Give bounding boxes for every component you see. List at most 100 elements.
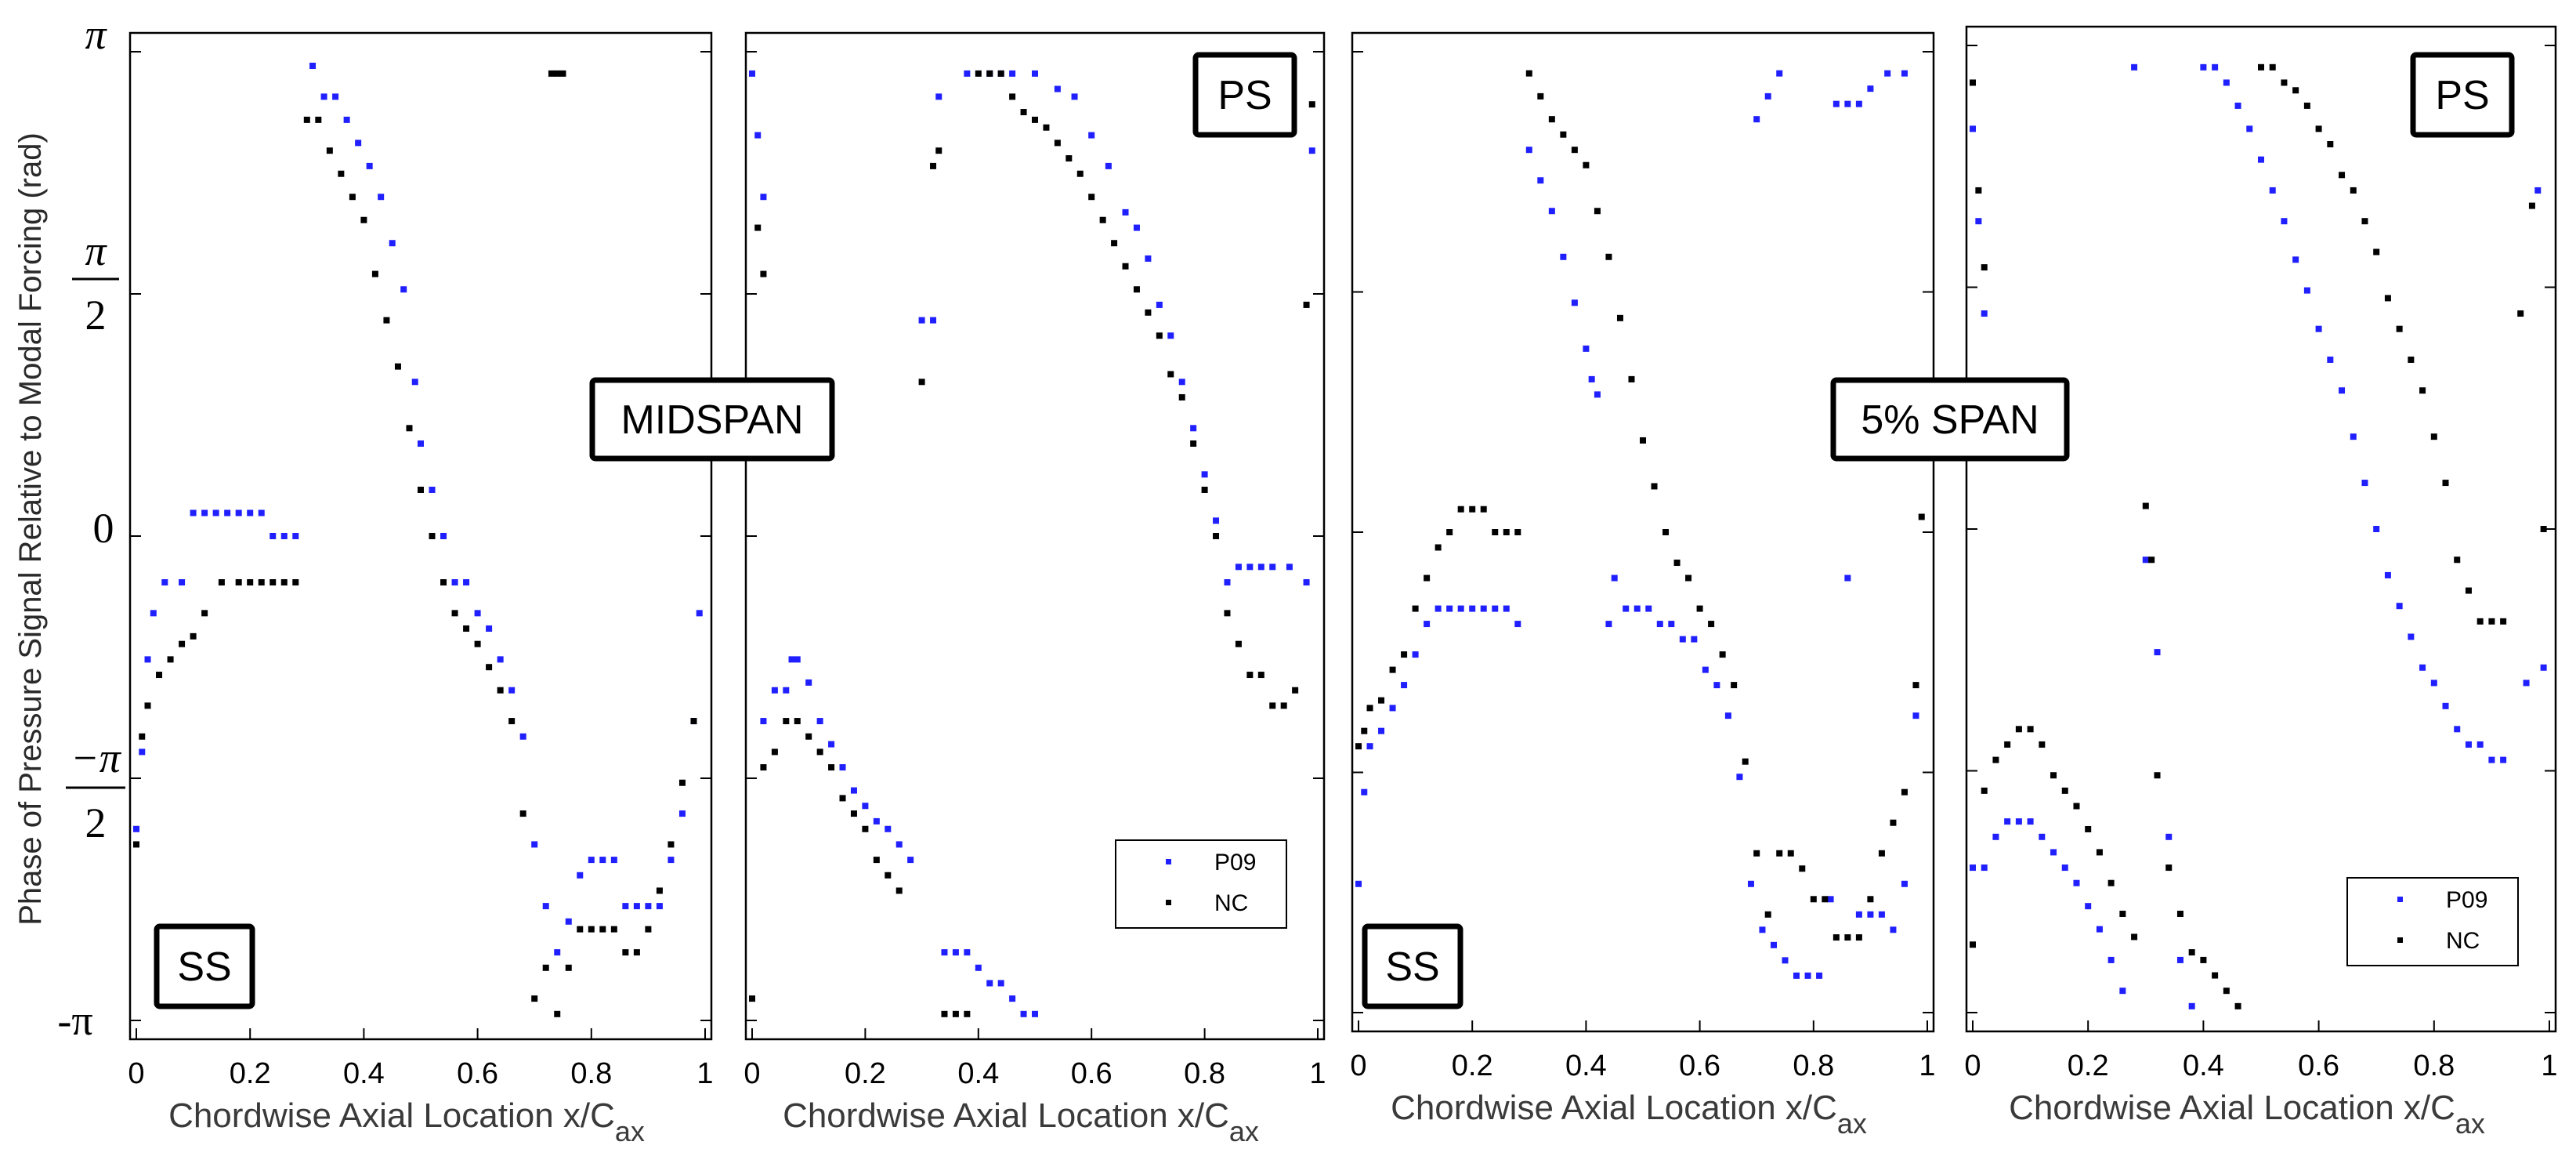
data-point-nc: [622, 949, 629, 956]
data-point-nc: [760, 764, 767, 771]
data-point-p09: [2154, 649, 2161, 656]
data-point-nc: [497, 687, 504, 694]
data-point-p09: [1424, 621, 1431, 628]
data-point-p09: [1257, 564, 1264, 571]
data-point-nc: [1178, 393, 1185, 400]
data-point-p09: [1009, 995, 1016, 1002]
data-point-p09: [1702, 666, 1709, 673]
data-point-nc: [1799, 865, 1806, 872]
data-point-p09: [2327, 356, 2334, 363]
data-point-p09: [2096, 926, 2103, 933]
data-point-p09: [1269, 564, 1276, 571]
data-point-nc: [2281, 79, 2288, 86]
data-point-nc: [1548, 116, 1555, 123]
data-point-p09: [2142, 556, 2149, 564]
data-point-p09: [565, 918, 572, 925]
data-point-nc: [1213, 533, 1220, 539]
data-point-p09: [2540, 664, 2547, 671]
data-point-p09: [816, 718, 823, 725]
data-point-p09: [497, 656, 504, 663]
data-point-p09: [2465, 741, 2472, 748]
y-tick-neg-pi: -π: [57, 997, 92, 1044]
data-point-p09: [2303, 287, 2310, 294]
data-point-p09: [1401, 682, 1408, 689]
data-point-p09: [133, 825, 139, 832]
data-point-p09: [2350, 433, 2357, 440]
data-point-nc: [588, 926, 595, 933]
data-point-nc: [2517, 310, 2524, 317]
data-point-p09: [1855, 911, 1862, 918]
legend-marker-p09: [1166, 859, 1171, 864]
data-point-nc: [1981, 264, 1988, 271]
data-point-p09: [2269, 187, 2276, 194]
data-point-p09: [190, 509, 197, 516]
data-point-p09: [1623, 605, 1630, 612]
data-point-p09: [486, 625, 493, 632]
data-point-nc: [2350, 187, 2357, 194]
data-point-p09: [531, 841, 538, 848]
y-tick-neg-pi-half-num: −π: [71, 734, 121, 781]
data-point-p09: [1816, 972, 1823, 979]
data-point-p09: [1867, 85, 1874, 92]
plot-frame-3: [1351, 31, 1935, 1033]
data-point-nc: [2528, 202, 2535, 209]
data-point-p09: [451, 579, 458, 586]
data-point-nc: [1043, 124, 1050, 131]
data-point-p09: [2419, 664, 2426, 671]
x-tick-label: 0.2: [845, 1057, 886, 1090]
data-point-nc: [1122, 263, 1129, 270]
data-point-p09: [2131, 63, 2138, 71]
data-point-p09: [1970, 864, 1976, 872]
x-axis-label-2: Chordwise Axial Location x/Cax: [783, 1096, 1259, 1147]
legend-marker-nc: [1166, 900, 1171, 905]
data-point-nc: [451, 610, 458, 617]
data-point-nc: [2465, 587, 2472, 594]
data-point-p09: [1492, 605, 1499, 612]
data-point-p09: [805, 679, 812, 686]
x-tick-label: 0.8: [570, 1057, 612, 1090]
data-point-p09: [258, 509, 265, 516]
data-point-p09: [2246, 125, 2253, 132]
x-axis-label-3: Chordwise Axial Location x/Cax: [1391, 1089, 1867, 1140]
data-point-nc: [2361, 218, 2368, 225]
data-point-p09: [463, 579, 470, 586]
data-point-nc: [610, 926, 617, 933]
data-point-nc: [2096, 849, 2103, 856]
data-point-nc: [1901, 788, 1908, 796]
data-point-nc: [1280, 702, 1287, 709]
data-point-nc: [1446, 529, 1453, 535]
legend-nc-label: NC: [2446, 928, 2480, 954]
data-point-p09: [1912, 712, 1919, 719]
data-point-p09: [1213, 517, 1220, 524]
data-point-nc: [2384, 295, 2391, 302]
data-point-p09: [1560, 253, 1567, 260]
data-point-p09: [1827, 896, 1834, 903]
data-point-nc: [1378, 697, 1385, 704]
data-point-nc: [2004, 741, 2011, 748]
data-point-nc: [406, 425, 413, 432]
data-point-p09: [2292, 256, 2299, 263]
data-point-p09: [1054, 85, 1061, 92]
data-point-p09: [161, 579, 168, 586]
data-point-nc: [1361, 727, 1368, 734]
data-point-nc: [2119, 910, 2126, 917]
data-point-nc: [2430, 433, 2437, 440]
data-point-nc: [2269, 63, 2276, 71]
x-tick-label: 0.4: [343, 1057, 385, 1090]
data-point-p09: [760, 718, 767, 725]
data-point-nc: [986, 70, 993, 77]
data-point-p09: [411, 379, 418, 386]
data-point-nc: [1696, 605, 1703, 612]
data-point-p09: [1446, 605, 1453, 612]
data-point-nc: [1776, 850, 1783, 857]
data-point-p09: [1981, 310, 1988, 317]
data-point-p09: [828, 741, 835, 748]
data-point-nc: [360, 216, 367, 223]
data-point-nc: [2085, 825, 2092, 832]
data-point-p09: [1691, 636, 1698, 643]
data-point-nc: [771, 748, 778, 756]
data-point-nc: [930, 162, 937, 169]
data-point-nc: [1605, 253, 1612, 260]
data-point-p09: [1224, 579, 1231, 586]
data-point-p09: [862, 803, 869, 810]
